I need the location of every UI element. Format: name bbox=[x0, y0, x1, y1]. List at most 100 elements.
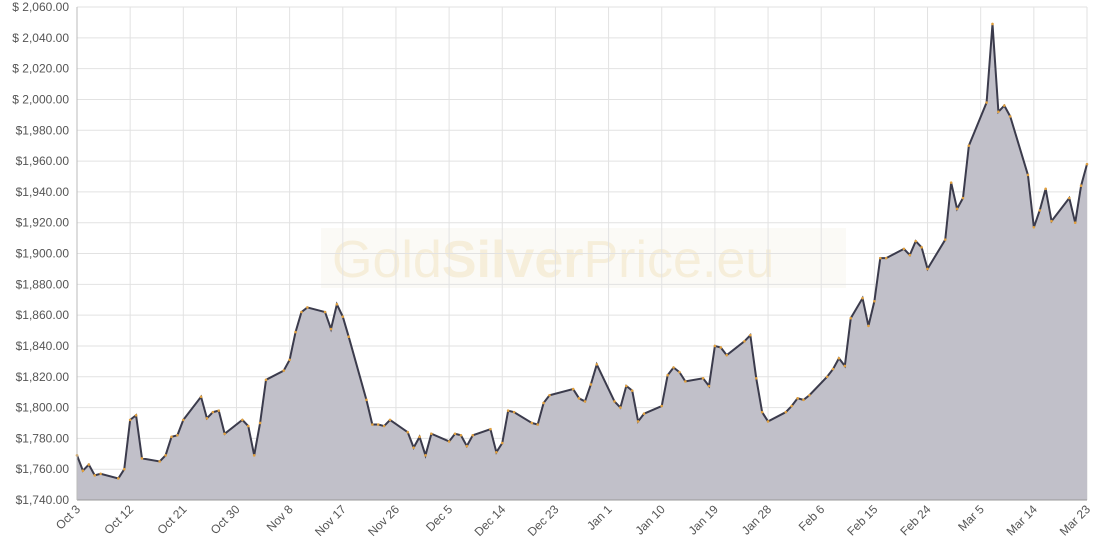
data-point bbox=[624, 384, 628, 388]
data-point bbox=[341, 315, 345, 318]
data-point bbox=[707, 384, 711, 388]
y-tick-label: $1,820.00 bbox=[16, 370, 70, 384]
data-point bbox=[176, 433, 179, 437]
x-tick-label: Dec 23 bbox=[525, 502, 562, 539]
data-point bbox=[323, 310, 327, 314]
data-point bbox=[985, 101, 988, 104]
y-tick-label: $1,800.00 bbox=[16, 401, 70, 415]
data-point bbox=[784, 410, 788, 414]
data-point bbox=[489, 427, 492, 431]
data-point bbox=[867, 324, 870, 328]
y-tick-label: $1,740.00 bbox=[16, 493, 70, 507]
y-tick-label: $1,940.00 bbox=[16, 185, 70, 199]
watermark: GoldSilverPrice.eu bbox=[332, 231, 774, 289]
data-point bbox=[808, 393, 811, 397]
data-point bbox=[217, 409, 221, 412]
data-point bbox=[908, 253, 912, 257]
x-tick-label: Dec 14 bbox=[472, 502, 509, 539]
y-tick-label: $1,760.00 bbox=[16, 462, 70, 476]
data-point bbox=[760, 410, 764, 414]
data-point bbox=[530, 421, 534, 425]
data-point bbox=[500, 441, 504, 445]
data-point bbox=[376, 423, 380, 426]
x-tick-label: Nov 26 bbox=[365, 502, 402, 539]
x-tick-label: Mar 14 bbox=[1004, 502, 1041, 539]
data-point bbox=[991, 22, 994, 26]
data-point bbox=[837, 356, 841, 360]
data-point bbox=[424, 454, 427, 457]
watermark-part: Silver bbox=[442, 231, 584, 289]
y-tick-label: $1,920.00 bbox=[16, 216, 70, 230]
data-point bbox=[843, 364, 847, 368]
data-point bbox=[99, 472, 102, 476]
y-tick-label: $1,960.00 bbox=[16, 154, 70, 168]
data-point bbox=[613, 400, 616, 403]
y-tick-label: $ 2,060.00 bbox=[12, 0, 69, 14]
data-point bbox=[1038, 209, 1042, 212]
x-tick-label: Nov 8 bbox=[264, 502, 296, 534]
data-point bbox=[920, 246, 923, 249]
data-point bbox=[548, 393, 551, 397]
data-point bbox=[943, 238, 947, 241]
x-tick-label: Oct 12 bbox=[101, 502, 136, 537]
y-tick-label: $1,840.00 bbox=[16, 339, 70, 353]
y-tick-label: $1,780.00 bbox=[16, 431, 70, 445]
x-tick-label: Jan 10 bbox=[632, 502, 668, 538]
data-point bbox=[571, 387, 575, 391]
y-tick-label: $1,860.00 bbox=[16, 308, 70, 322]
data-point bbox=[636, 420, 640, 423]
data-point bbox=[241, 418, 244, 422]
x-tick-label: Feb 6 bbox=[796, 502, 828, 534]
data-point bbox=[1085, 162, 1089, 166]
data-point bbox=[512, 410, 516, 414]
x-tick-label: Oct 21 bbox=[155, 502, 190, 537]
data-point bbox=[459, 433, 463, 437]
data-point bbox=[749, 333, 752, 337]
data-point bbox=[725, 353, 729, 357]
data-point bbox=[300, 310, 303, 314]
data-point bbox=[1008, 115, 1012, 118]
data-point bbox=[205, 417, 209, 420]
data-point bbox=[1003, 104, 1006, 107]
data-point bbox=[672, 366, 675, 369]
y-tick-label: $1,900.00 bbox=[16, 247, 70, 261]
data-point bbox=[81, 469, 85, 473]
x-tick-label: Jan 28 bbox=[739, 502, 775, 538]
data-point bbox=[701, 376, 705, 380]
data-point bbox=[306, 306, 309, 309]
data-point bbox=[1067, 196, 1071, 200]
data-point bbox=[754, 376, 758, 380]
data-point bbox=[902, 247, 906, 251]
x-tick-label: Mar 23 bbox=[1057, 502, 1094, 539]
data-point bbox=[831, 367, 835, 371]
data-point bbox=[87, 463, 91, 466]
data-point bbox=[678, 370, 681, 374]
data-point bbox=[955, 207, 959, 211]
data-point bbox=[684, 380, 687, 383]
data-point bbox=[619, 406, 622, 409]
data-point bbox=[796, 397, 799, 400]
data-point bbox=[371, 423, 374, 426]
data-point bbox=[282, 369, 286, 372]
data-point bbox=[406, 430, 410, 434]
data-point bbox=[926, 267, 929, 271]
y-tick-label: $1,880.00 bbox=[16, 277, 70, 291]
data-point bbox=[430, 432, 433, 436]
data-point bbox=[288, 358, 291, 362]
x-tick-label: Jan 1 bbox=[584, 502, 615, 533]
data-point bbox=[506, 409, 510, 412]
data-point bbox=[595, 363, 599, 366]
y-tick-label: $ 2,040.00 bbox=[12, 31, 69, 45]
data-point bbox=[495, 450, 498, 454]
x-tick-label: Mar 5 bbox=[955, 502, 987, 534]
data-point bbox=[660, 404, 664, 408]
data-point bbox=[802, 398, 805, 402]
data-point bbox=[199, 395, 203, 399]
data-point bbox=[329, 327, 333, 331]
data-point bbox=[246, 424, 250, 428]
data-point bbox=[825, 375, 829, 379]
watermark-part: Price.eu bbox=[584, 231, 775, 289]
data-point bbox=[790, 404, 793, 408]
data-point bbox=[542, 401, 545, 405]
data-point bbox=[536, 423, 540, 426]
